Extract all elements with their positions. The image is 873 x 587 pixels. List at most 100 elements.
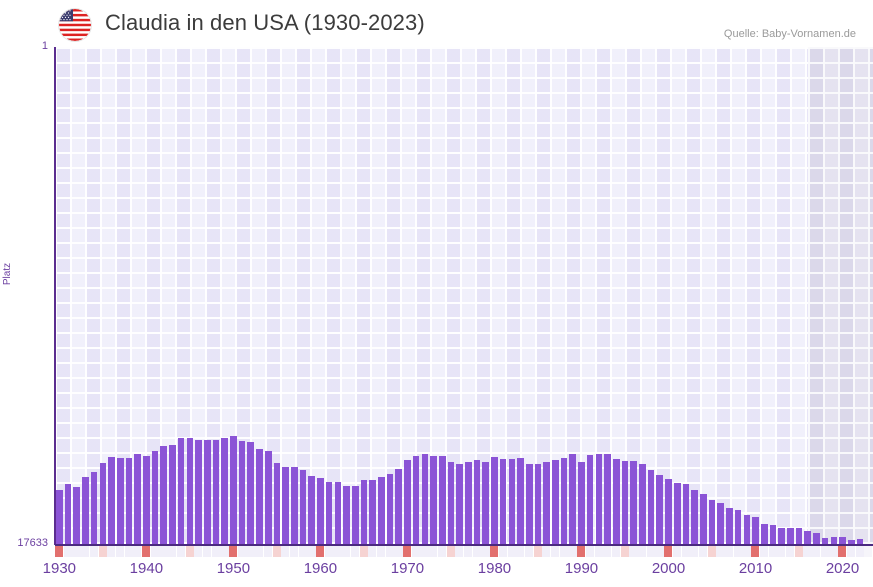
- bar[interactable]: [691, 489, 698, 545]
- bar[interactable]: [787, 528, 794, 545]
- bar[interactable]: [839, 537, 846, 545]
- bar[interactable]: [673, 483, 681, 545]
- bar[interactable]: [447, 461, 455, 545]
- bar[interactable]: [517, 457, 524, 545]
- bar[interactable]: [639, 464, 646, 545]
- bar[interactable]: [386, 474, 394, 545]
- bar[interactable]: [169, 444, 176, 545]
- bar[interactable]: [291, 466, 298, 545]
- bar[interactable]: [64, 483, 72, 545]
- bar[interactable]: [769, 524, 777, 545]
- bar[interactable]: [73, 486, 81, 545]
- bar[interactable]: [438, 456, 446, 545]
- bar[interactable]: [630, 460, 637, 545]
- bar[interactable]: [325, 482, 333, 545]
- bar[interactable]: [586, 455, 594, 545]
- bar[interactable]: [212, 439, 220, 545]
- bar[interactable]: [569, 454, 577, 545]
- bar[interactable]: [369, 479, 376, 545]
- bar[interactable]: [534, 463, 542, 545]
- bar[interactable]: [473, 460, 481, 545]
- bar[interactable]: [125, 457, 133, 545]
- bar[interactable]: [238, 440, 246, 545]
- bar[interactable]: [334, 482, 342, 545]
- x-tick-minor: [420, 546, 429, 557]
- bar[interactable]: [247, 441, 255, 545]
- bar[interactable]: [203, 439, 211, 545]
- bar[interactable]: [830, 537, 838, 545]
- bar[interactable]: [395, 468, 403, 545]
- bar[interactable]: [752, 517, 759, 545]
- bar[interactable]: [760, 523, 768, 545]
- bar[interactable]: [343, 485, 350, 545]
- bar[interactable]: [856, 539, 864, 545]
- bar[interactable]: [116, 457, 124, 545]
- bar[interactable]: [778, 528, 785, 545]
- bar[interactable]: [82, 477, 89, 545]
- bar[interactable]: [56, 489, 63, 545]
- bar[interactable]: [230, 435, 237, 545]
- bar[interactable]: [525, 463, 533, 545]
- bar[interactable]: [108, 456, 115, 545]
- bar[interactable]: [621, 460, 629, 545]
- bar[interactable]: [351, 485, 359, 545]
- bar[interactable]: [647, 470, 655, 545]
- bar[interactable]: [177, 438, 185, 545]
- bar[interactable]: [99, 463, 107, 545]
- bar[interactable]: [404, 460, 411, 545]
- bar[interactable]: [195, 439, 202, 545]
- bar[interactable]: [612, 458, 620, 545]
- bar[interactable]: [726, 508, 733, 545]
- bar[interactable]: [717, 503, 724, 545]
- bar[interactable]: [456, 463, 463, 545]
- bar[interactable]: [847, 540, 855, 545]
- x-axis-tick-label: 2010: [738, 560, 773, 577]
- bar[interactable]: [578, 461, 585, 545]
- bar[interactable]: [256, 448, 263, 545]
- bar[interactable]: [656, 474, 664, 545]
- bar[interactable]: [734, 509, 742, 545]
- bar[interactable]: [264, 450, 272, 545]
- bar[interactable]: [273, 463, 281, 545]
- bar[interactable]: [804, 531, 812, 545]
- bar[interactable]: [299, 470, 307, 545]
- bar[interactable]: [465, 462, 472, 545]
- bar[interactable]: [151, 450, 159, 545]
- bar[interactable]: [360, 480, 368, 545]
- bar[interactable]: [143, 456, 150, 545]
- x-tick-minor: [533, 546, 542, 557]
- bar[interactable]: [282, 466, 289, 545]
- bar[interactable]: [134, 454, 141, 545]
- bar[interactable]: [308, 475, 315, 545]
- bar[interactable]: [430, 456, 437, 545]
- bar[interactable]: [508, 458, 516, 545]
- bar[interactable]: [412, 456, 420, 545]
- x-tick-minor: [220, 546, 229, 557]
- x-tick-minor: [794, 546, 803, 557]
- bar[interactable]: [665, 479, 672, 545]
- bar[interactable]: [221, 438, 228, 545]
- bar[interactable]: [813, 533, 820, 545]
- bar[interactable]: [491, 456, 498, 545]
- bar[interactable]: [595, 453, 603, 545]
- bar[interactable]: [160, 446, 168, 545]
- bar[interactable]: [317, 478, 324, 545]
- bar[interactable]: [90, 471, 98, 545]
- bar[interactable]: [795, 528, 803, 545]
- bar[interactable]: [499, 458, 507, 545]
- bar[interactable]: [482, 461, 490, 545]
- bar[interactable]: [682, 484, 690, 545]
- x-tick-minor: [481, 546, 490, 557]
- bar[interactable]: [186, 438, 194, 545]
- bar[interactable]: [421, 453, 429, 545]
- x-axis-line: [55, 544, 873, 546]
- bar[interactable]: [708, 499, 716, 545]
- bar[interactable]: [560, 457, 568, 545]
- bar[interactable]: [700, 493, 707, 545]
- bar[interactable]: [552, 460, 559, 545]
- bar[interactable]: [378, 476, 385, 545]
- bar[interactable]: [743, 514, 751, 545]
- bar[interactable]: [604, 454, 611, 545]
- bar[interactable]: [821, 538, 829, 545]
- bar[interactable]: [543, 461, 550, 545]
